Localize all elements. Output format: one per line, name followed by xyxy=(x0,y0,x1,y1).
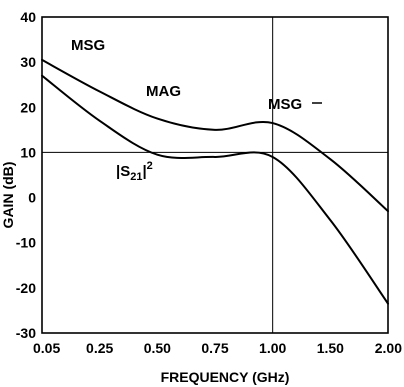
y-tick-label: 30 xyxy=(20,54,36,70)
s21-squared-annotation: |S21|2 xyxy=(116,160,153,183)
x-tick-label: 0.75 xyxy=(201,340,228,356)
s21-curve xyxy=(41,74,389,305)
plot-frame xyxy=(41,16,389,334)
x-tick-label: 1.50 xyxy=(317,340,344,356)
y-tick-label: 10 xyxy=(20,144,36,160)
y-axis-title: GAIN (dB) xyxy=(0,162,16,229)
msg-mag-curve xyxy=(41,58,389,213)
x-tick-labels: 0.05 0.25 0.50 0.75 1.00 1.50 2.00 xyxy=(33,340,402,356)
y-tick-label: 20 xyxy=(20,99,36,115)
s21-subscript: 21 xyxy=(130,171,142,183)
x-tick-label: 0.25 xyxy=(86,340,113,356)
x-tick-label: 2.00 xyxy=(375,340,402,356)
msg-annotation-left: MSG xyxy=(71,37,105,54)
y-tick-label: 40 xyxy=(20,9,36,25)
y-tick-label: -20 xyxy=(16,280,36,296)
y-tick-label: -30 xyxy=(16,325,36,341)
s21-superscript: 2 xyxy=(147,160,153,172)
y-tick-labels: -30 -20 -10 0 10 20 30 40 xyxy=(16,9,36,341)
s21-base: |S xyxy=(116,163,130,180)
curve-layer xyxy=(41,58,389,305)
y-tick-label: -10 xyxy=(16,235,36,251)
x-tick-label: 0.50 xyxy=(144,340,171,356)
msg-annotation-right: MSG xyxy=(268,96,302,113)
s21-tail: | xyxy=(142,163,146,180)
x-axis-title: FREQUENCY (GHz) xyxy=(161,369,290,385)
x-tick-label: 1.00 xyxy=(259,340,286,356)
y-tick-label: 0 xyxy=(28,190,36,206)
grid-layer xyxy=(42,17,388,333)
mag-annotation: MAG xyxy=(146,83,181,100)
x-tick-label: 0.05 xyxy=(33,340,60,356)
